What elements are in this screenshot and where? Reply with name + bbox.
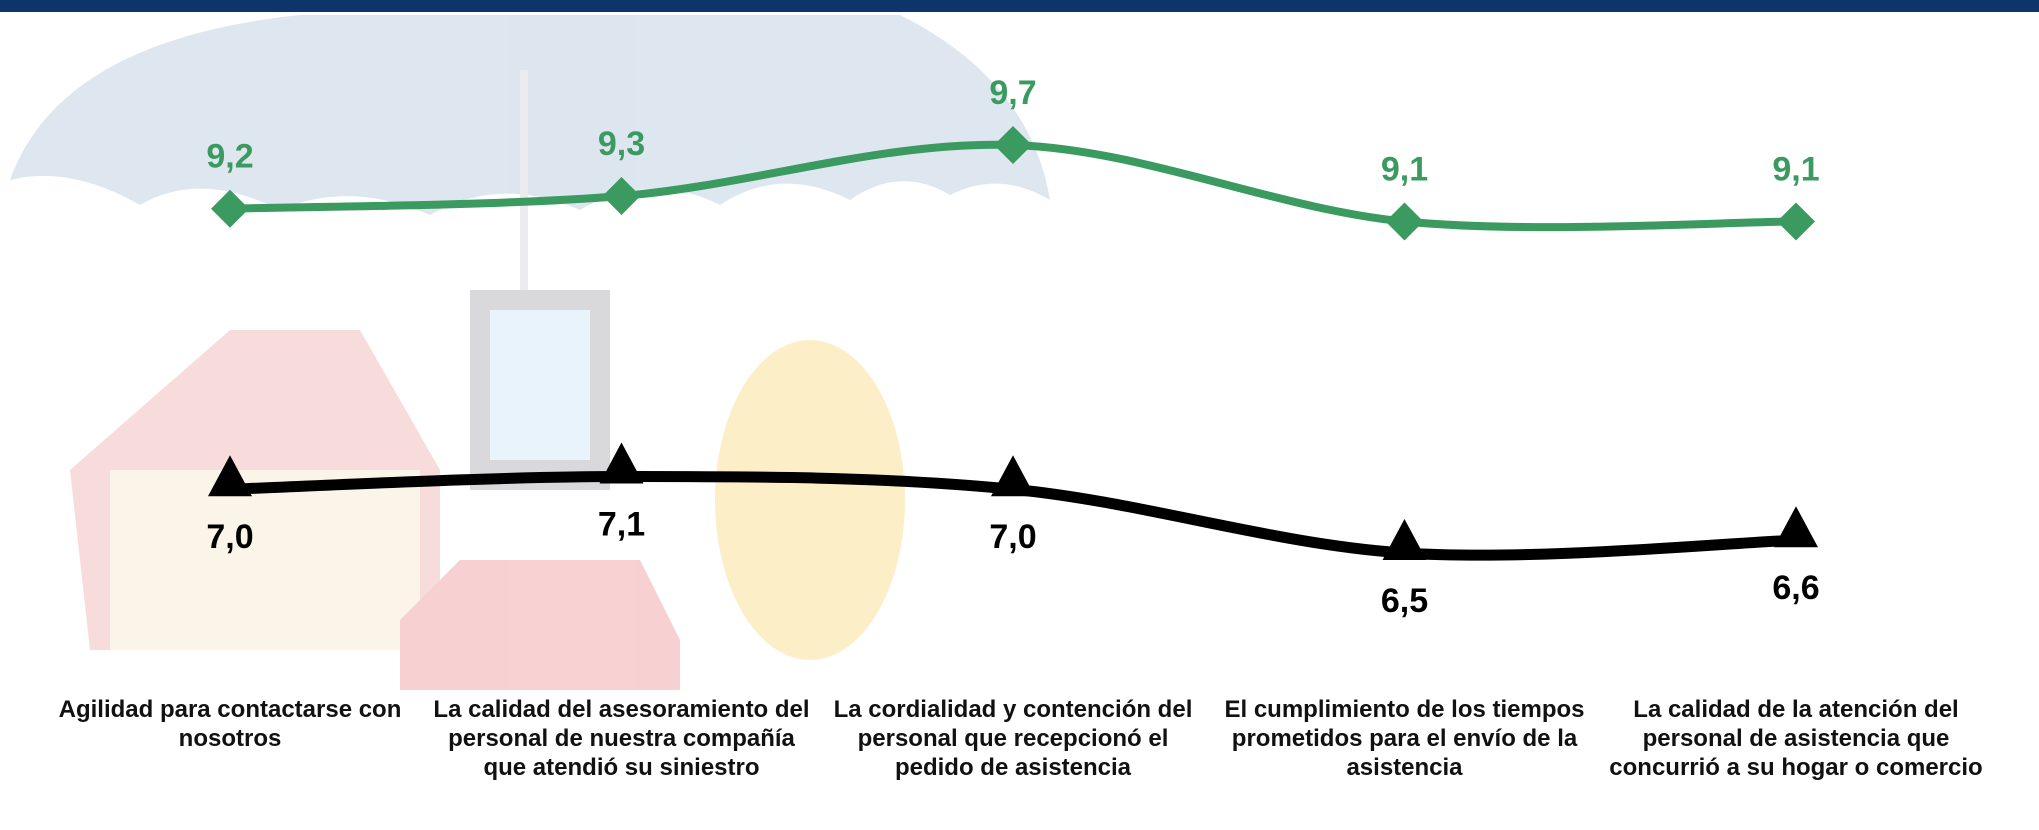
background-illustration xyxy=(10,15,1050,690)
data-label: 7,0 xyxy=(206,518,253,556)
data-label: 9,1 xyxy=(1381,150,1428,188)
data-label: 9,3 xyxy=(598,125,645,163)
data-label: 7,0 xyxy=(989,518,1036,556)
category-label: Agilidad para contactarse con nosotros xyxy=(58,696,402,752)
marker xyxy=(1382,519,1427,560)
marker xyxy=(599,442,644,484)
marker xyxy=(211,189,249,228)
marker xyxy=(602,177,641,215)
category-label: El cumplimiento de los tiempos prometido… xyxy=(1224,696,1585,781)
marker xyxy=(1385,202,1424,241)
marker xyxy=(208,455,252,497)
data-label: 6,5 xyxy=(1381,582,1428,620)
category-label: La calidad de la atención del personal d… xyxy=(1609,696,1983,781)
marker xyxy=(994,126,1032,164)
top-bar xyxy=(0,0,2039,12)
data-label: 7,1 xyxy=(598,505,645,543)
category-label: La cordialidad y contención del personal… xyxy=(833,696,1193,781)
data-label: 9,7 xyxy=(989,74,1036,112)
category-label: La calidad del asesoramiento del persona… xyxy=(433,696,810,781)
marker xyxy=(1774,506,1818,548)
marker xyxy=(1777,202,1815,241)
data-label: 9,2 xyxy=(206,138,253,176)
data-label: 9,1 xyxy=(1772,150,1819,188)
marker xyxy=(991,455,1035,497)
data-label: 6,6 xyxy=(1772,569,1819,607)
